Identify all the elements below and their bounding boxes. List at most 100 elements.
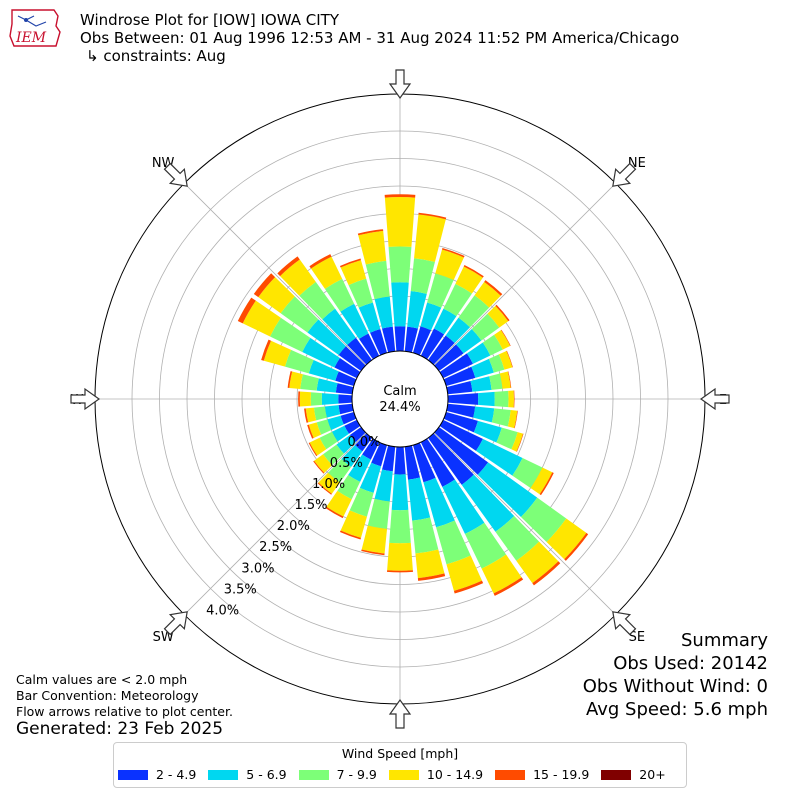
- windrose-bar-segment: [494, 390, 509, 408]
- constraints-text: ↳ constraints: Aug: [86, 47, 226, 65]
- flow-arrow-shape: [612, 162, 637, 187]
- windrose-bar-segment: [280, 259, 316, 296]
- legend-swatch: [388, 769, 419, 780]
- windrose-bar-segment: [404, 445, 421, 480]
- windrose-bar-segment: [322, 308, 356, 345]
- windrose-bar-segment: [354, 433, 372, 452]
- windrose-bar-segment: [357, 229, 384, 236]
- windrose-bar-segment: [436, 520, 471, 565]
- legend-label: 20+: [639, 767, 666, 782]
- legend-items: 2 - 4.9 5 - 6.9 7 - 9.9 10 - 14.9 15 - 19.9 2…: [118, 767, 678, 782]
- legend-label: 15 - 19.9: [533, 767, 590, 782]
- windrose-bar-segment: [340, 303, 369, 339]
- legend-swatch: [298, 769, 329, 780]
- windrose-bar-segment: [326, 490, 352, 517]
- windrose-bar-segment: [434, 344, 464, 371]
- windrose-bar-segment: [420, 302, 442, 331]
- flow-arrow-shape: [612, 611, 637, 636]
- windrose-bar-segment: [340, 260, 367, 286]
- windrose-bar-segment: [308, 422, 322, 438]
- windrose-bar-segment: [456, 328, 482, 354]
- windrose-bar-segment: [361, 525, 388, 554]
- windrose-bar-segment: [532, 561, 561, 586]
- windrose-bar-segment: [491, 408, 511, 427]
- flow-arrow-shape: [163, 162, 188, 187]
- legend-label: 5 - 6.9: [246, 767, 287, 782]
- windrose-bar-segment: [337, 475, 361, 500]
- windrose-bar-segment: [300, 374, 319, 391]
- windrose-bar-segment: [461, 474, 515, 532]
- windrose-bar-segment: [335, 383, 354, 395]
- windrose-bar-segment: [407, 291, 427, 329]
- windrose-bar-segment: [319, 431, 338, 450]
- flow-arrow-note: Flow arrows relative to plot center.: [16, 704, 233, 719]
- windrose-bar-segment: [307, 319, 346, 355]
- flow-arrow-icon: [699, 387, 730, 411]
- windrose-bar-segment: [507, 371, 512, 388]
- windrose-bar-segment: [564, 532, 589, 561]
- windrose-bar-segment: [316, 378, 338, 393]
- windrose-bar-segment: [388, 246, 412, 283]
- windrose-bar-segment: [412, 326, 432, 356]
- radial-tick-label: 3.5%: [224, 582, 257, 597]
- windrose-bar-segment: [389, 509, 411, 544]
- windrose-bar-segment: [314, 454, 333, 473]
- windrose-bar-segment: [270, 317, 311, 352]
- windrose-bar-segment: [455, 266, 483, 294]
- flow-arrow-shape: [388, 69, 412, 100]
- windrose-bar-segment: [309, 437, 327, 456]
- windrose-bar-segment: [499, 371, 511, 389]
- calm-note: Calm values are < 2.0 mph: [16, 672, 188, 687]
- windrose-bar-segment: [341, 445, 363, 468]
- windrose-bar-segment: [347, 337, 372, 365]
- windrose-bar-segment: [237, 297, 256, 324]
- windrose-bar-segment: [258, 277, 295, 314]
- windrose-bar-segment: [443, 366, 476, 387]
- windrose-bar-segment: [453, 580, 484, 594]
- windrose-bar-segment: [299, 281, 336, 320]
- windrose-bar-segment: [434, 427, 489, 475]
- windrose-bar-segment: [493, 577, 524, 596]
- windrose-bar-segment: [313, 406, 327, 421]
- windrose-bar-segment: [470, 376, 492, 392]
- windrose-bar-segment: [318, 472, 340, 494]
- legend-swatch: [495, 769, 526, 780]
- legend-item: 5 - 6.9: [208, 767, 287, 782]
- windrose-bar-segment: [530, 467, 553, 495]
- windrose-bar-segment: [289, 371, 303, 390]
- legend-label: 7 - 9.9: [336, 767, 377, 782]
- legend-item: 10 - 14.9: [388, 767, 483, 782]
- windrose-bar-segment: [507, 410, 518, 429]
- windrose-bar-segment: [334, 358, 361, 379]
- windrose-bar-segment: [506, 350, 513, 368]
- windrose-bar-segment: [298, 391, 301, 407]
- windrose-bar-segment: [331, 425, 349, 442]
- spoke-gridline: [184, 183, 401, 400]
- windrose-bar-segment: [387, 542, 413, 571]
- windrose-bar-segment: [420, 438, 455, 487]
- windrose-bar-segment: [374, 296, 393, 329]
- windrose-bar-segment: [420, 328, 445, 360]
- windrose-bar-segment: [324, 278, 355, 312]
- flow-arrow-icon: [612, 611, 637, 636]
- windrose-bar-segment: [477, 462, 538, 518]
- windrose-bar-segment: [374, 469, 393, 502]
- chart-title: Windrose Plot for [IOW] IOWA CITY: [80, 11, 339, 29]
- windrose-bar-segment: [482, 334, 503, 356]
- windrose-bar-segment: [417, 573, 446, 581]
- windrose-bar-segment: [495, 304, 510, 322]
- windrose-bar-segment: [418, 212, 447, 220]
- windrose-bar-segment: [433, 308, 457, 335]
- windrose-bar-segment: [445, 317, 471, 343]
- flow-arrow-icon: [70, 387, 101, 411]
- calm-value: 24.4%: [379, 400, 420, 415]
- calm-circle: [351, 350, 449, 448]
- iem-logo: IEM: [9, 9, 61, 47]
- windrose-bar-segment: [339, 530, 361, 540]
- legend-swatch: [208, 769, 239, 780]
- bar-convention-note: Bar Convention: Meteorology: [16, 688, 199, 703]
- windrose-bar-segment: [386, 570, 414, 573]
- windrose-bar-segment: [361, 549, 385, 556]
- windrose-bar-segment: [391, 282, 409, 327]
- windrose-bar-segment: [349, 427, 366, 443]
